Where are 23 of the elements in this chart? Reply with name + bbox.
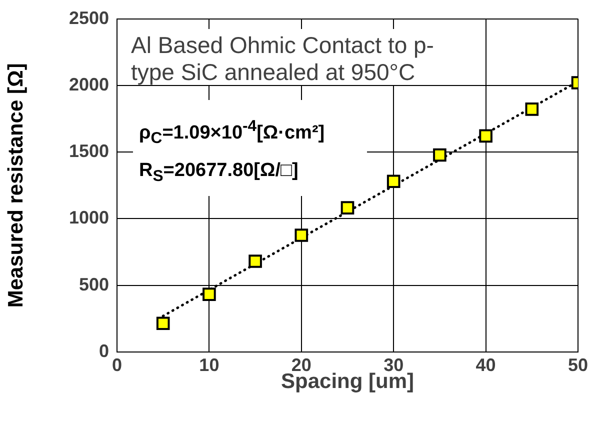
x-tick-label: 50 [568, 354, 588, 375]
point [202, 288, 216, 301]
x-tick-label: 0 [112, 354, 122, 375]
point [248, 254, 262, 268]
annotation: R$_{S}$=20677.80[Ω/□] [138, 159, 300, 187]
y-tick-label: 500 [78, 274, 109, 294]
x-tick-label: 10 [199, 354, 220, 375]
point [156, 316, 170, 330]
point [386, 174, 400, 188]
y-tick-label: 2000 [68, 74, 109, 94]
y-tick-label: 2500 [68, 8, 109, 28]
point [340, 201, 354, 214]
point [433, 148, 446, 162]
point [525, 102, 539, 116]
y-tick-label: 1000 [68, 208, 109, 228]
y-axis-title: Measured resistance [Ω] [4, 63, 28, 308]
annotation: Al Based Ohmic Contact to p-type SiC annealed at 950°C [130, 32, 435, 86]
point [479, 129, 492, 143]
y-tick-label: 0 [98, 340, 109, 361]
y-tick-label: 1500 [68, 141, 109, 162]
annotation: ρ$_{C}$=1.09×10$^{-4}$[Ω·cm²] [139, 118, 325, 148]
x-tick-label: 40 [476, 354, 496, 375]
point [294, 228, 308, 242]
